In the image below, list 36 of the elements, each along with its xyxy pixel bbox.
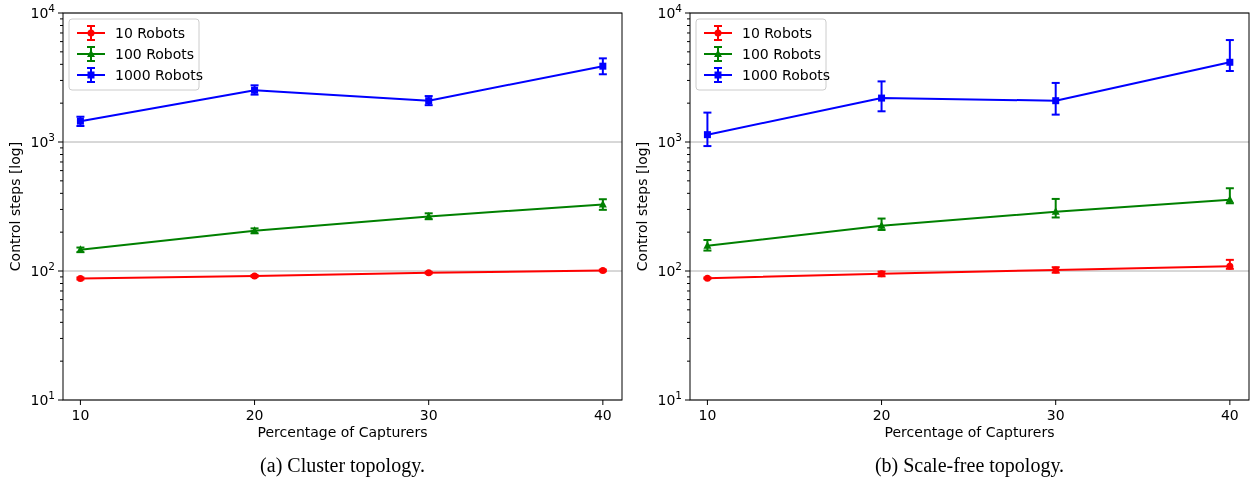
text: (a) Cluster topology. (260, 454, 425, 477)
y-tick-label: 10$^{1}$ (657, 389, 682, 408)
x-tick-label: 40 (593, 407, 612, 423)
point (599, 62, 607, 70)
x-tick-label: 30 (419, 407, 438, 423)
y-tick-label: 10$^{1}$ (30, 389, 55, 408)
point (1052, 97, 1060, 105)
y-tick-label: 10$^{2}$ (30, 260, 55, 279)
x-tick-label: 10 (698, 407, 717, 423)
x-tick-label: 20 (872, 407, 891, 423)
y-tick-label: 10$^{4}$ (657, 2, 683, 21)
point (703, 131, 711, 139)
point (878, 94, 886, 102)
point (1051, 207, 1060, 215)
x-axis-title: Percentage of Capturers (884, 424, 1055, 440)
point (1226, 262, 1234, 270)
legend-label: 10 Robots (115, 25, 186, 41)
y-tick-label: 10$^{4}$ (30, 2, 56, 21)
point (877, 221, 886, 229)
point (1226, 58, 1234, 66)
y-axis-title: Control steps [log] (634, 141, 650, 272)
legend-label: 100 Robots (115, 46, 195, 62)
x-tick-label: 40 (1220, 407, 1239, 423)
legend-label: 100 Robots (742, 46, 822, 62)
text: (b) Scale-free topology. (874, 454, 1065, 477)
legend-label: 1000 Robots (742, 67, 830, 83)
x-tick-label: 30 (1046, 407, 1065, 423)
x-tick-label: 10 (71, 407, 90, 423)
y-tick-label: 10$^{3}$ (30, 131, 55, 150)
x-axis-title: Percentage of Capturers (257, 424, 428, 440)
legend-label: 10 Robots (742, 25, 813, 41)
y-tick-label: 10$^{3}$ (657, 131, 682, 150)
legend-label: 1000 Robots (115, 67, 203, 83)
y-axis-title: Control steps [log] (7, 141, 23, 272)
x-tick-label: 20 (245, 407, 264, 423)
y-tick-label: 10$^{2}$ (657, 260, 682, 279)
